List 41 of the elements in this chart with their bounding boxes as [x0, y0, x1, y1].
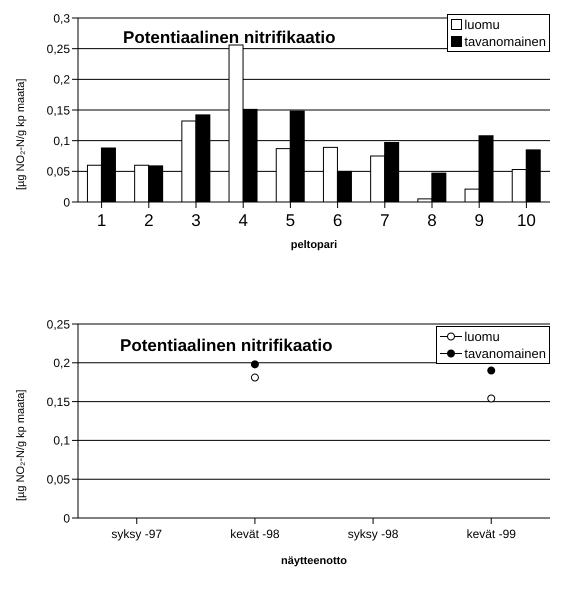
y-tick-label: 0,25 [46, 42, 70, 56]
x-tick-label: 10 [516, 211, 536, 230]
point [487, 366, 496, 375]
point [250, 360, 259, 368]
x-tick-label: 3 [191, 211, 201, 230]
x-tick-label: 6 [332, 211, 342, 230]
x-tick-label: 4 [238, 211, 248, 230]
point [250, 374, 259, 382]
x-tick-label: 7 [380, 211, 390, 230]
y-tick-label: 0 [63, 511, 70, 526]
x-tick-label: kevät -98 [230, 527, 280, 541]
legend-label: tavanomainen [464, 33, 546, 50]
y-tick-label: 0,05 [46, 472, 70, 486]
y-tick-label: 0,25 [46, 317, 70, 332]
y-tick-label: 0 [63, 195, 70, 210]
y-tick-label: 0,15 [46, 103, 70, 118]
x-axis-title: peltopari [290, 239, 338, 251]
x-tick-label: kevät -99 [466, 527, 516, 541]
y-axis-title: [µg NO₂-N/g kp maata] [14, 390, 27, 501]
y-tick-label: 0,15 [46, 394, 70, 409]
text: Potentiaalinen nitrifikaatio [120, 336, 333, 356]
x-tick-label: 5 [286, 211, 296, 230]
y-tick-label: 0,2 [53, 356, 70, 370]
y-tick-label: 0,3 [53, 11, 70, 26]
y-tick-label: 0,1 [53, 134, 70, 148]
y-tick-label: 0,05 [46, 164, 70, 179]
point [487, 394, 496, 402]
y-tick-label: 0,2 [53, 72, 70, 87]
x-tick-label: syksy -98 [348, 527, 399, 541]
x-tick-label: 2 [144, 211, 154, 230]
x-tick-label: 1 [96, 211, 106, 230]
x-axis-title: näytteenotto [281, 555, 348, 567]
x-tick-label: 9 [474, 211, 484, 230]
text: Potentiaalinen nitrifikaatio [123, 28, 336, 48]
legend-label: tavanomainen [464, 345, 546, 362]
legend-label: luomu [464, 328, 500, 345]
x-tick-label: syksy -97 [111, 527, 162, 541]
x-tick-label: 8 [427, 211, 437, 230]
legend-label: luomu [464, 16, 500, 33]
y-axis-title: [µg NO₂-N/g kp maata] [14, 78, 27, 190]
y-tick-label: 0,1 [53, 434, 70, 448]
